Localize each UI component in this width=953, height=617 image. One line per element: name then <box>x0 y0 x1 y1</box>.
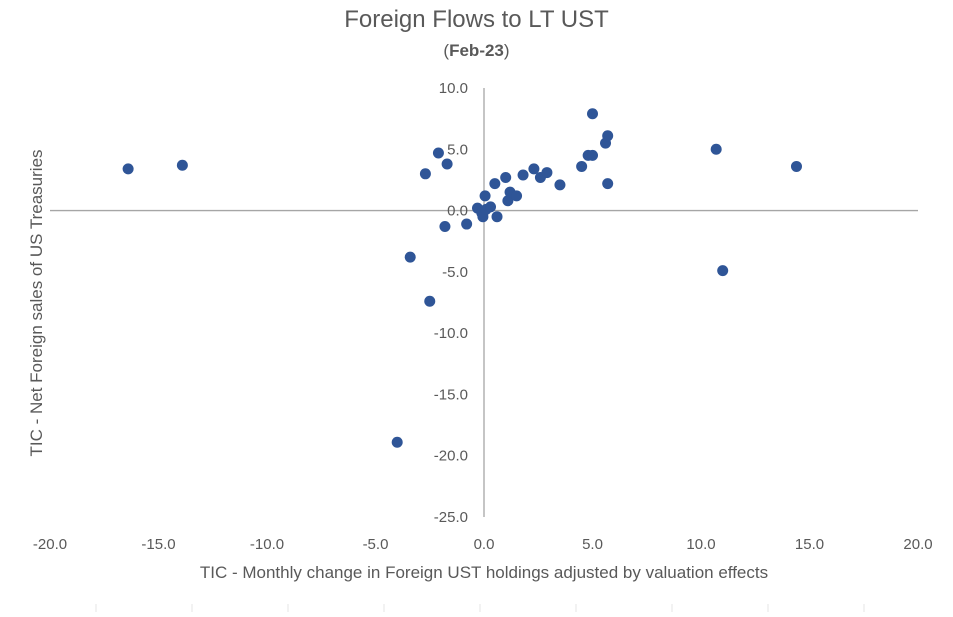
x-tick-label: -10.0 <box>250 536 284 553</box>
data-point <box>491 211 503 223</box>
subtitle-suffix: ) <box>503 41 510 60</box>
data-point <box>485 201 497 213</box>
data-point <box>176 159 188 171</box>
y-tick-labels: 10.0 5.0 0.0 -5.0 -10.0 -15.0 -20.0 -25.0 <box>434 80 468 526</box>
y-tick-label: 5.0 <box>447 141 468 158</box>
y-tick-label: -5.0 <box>442 264 468 281</box>
data-point <box>404 251 416 263</box>
data-points <box>122 108 802 448</box>
x-tick-label: 15.0 <box>795 536 824 553</box>
chart-title: Foreign Flows to LT UST <box>344 6 609 33</box>
y-tick-label: -20.0 <box>434 448 468 465</box>
data-point <box>441 158 453 170</box>
data-point <box>511 190 523 202</box>
data-point <box>528 163 540 175</box>
y-tick-label: -15.0 <box>434 386 468 403</box>
data-point <box>554 179 566 191</box>
y-axis-title: TIC - Net Foreign sales of US Treasuries <box>27 149 46 456</box>
data-point <box>517 169 529 181</box>
y-tick-label: -25.0 <box>434 509 468 526</box>
data-point <box>602 178 614 190</box>
data-point <box>432 147 444 159</box>
y-tick-label: 0.0 <box>447 203 468 220</box>
y-tick-label: 10.0 <box>439 80 468 97</box>
axes <box>50 88 918 517</box>
data-point <box>576 160 588 172</box>
x-tick-label: -15.0 <box>141 536 175 553</box>
data-point <box>717 265 729 277</box>
data-point <box>479 190 491 202</box>
data-point <box>439 221 451 233</box>
data-point <box>122 163 134 175</box>
data-point <box>461 218 473 230</box>
data-point <box>710 143 722 155</box>
data-point <box>489 178 501 190</box>
x-tick-label: 10.0 <box>686 536 715 553</box>
x-tick-label: -20.0 <box>33 536 67 553</box>
x-tick-label: 0.0 <box>474 536 495 553</box>
data-point <box>587 108 598 120</box>
subtitle-date: Feb-23 <box>449 41 504 60</box>
data-point <box>500 171 512 183</box>
data-point <box>587 149 598 161</box>
data-point <box>391 436 403 448</box>
subtitle-prefix: ( <box>443 41 450 60</box>
y-tick-label: -10.0 <box>434 325 468 342</box>
x-tick-label: 5.0 <box>582 536 603 553</box>
bottom-edge-marks <box>95 604 865 612</box>
chart-subtitle: (Feb-23) <box>0 41 953 61</box>
x-tick-label: -5.0 <box>363 536 389 553</box>
data-point <box>419 168 431 180</box>
data-point <box>424 295 436 307</box>
x-axis-title: TIC - Monthly change in Foreign UST hold… <box>200 563 768 582</box>
data-point <box>502 195 514 207</box>
data-point <box>790 160 802 172</box>
x-tick-label: 20.0 <box>903 536 932 553</box>
data-point <box>541 167 553 179</box>
data-point <box>602 130 614 142</box>
x-tick-labels: -20.0 -15.0 -10.0 -5.0 0.0 5.0 10.0 15.0 20.0 <box>33 536 933 553</box>
